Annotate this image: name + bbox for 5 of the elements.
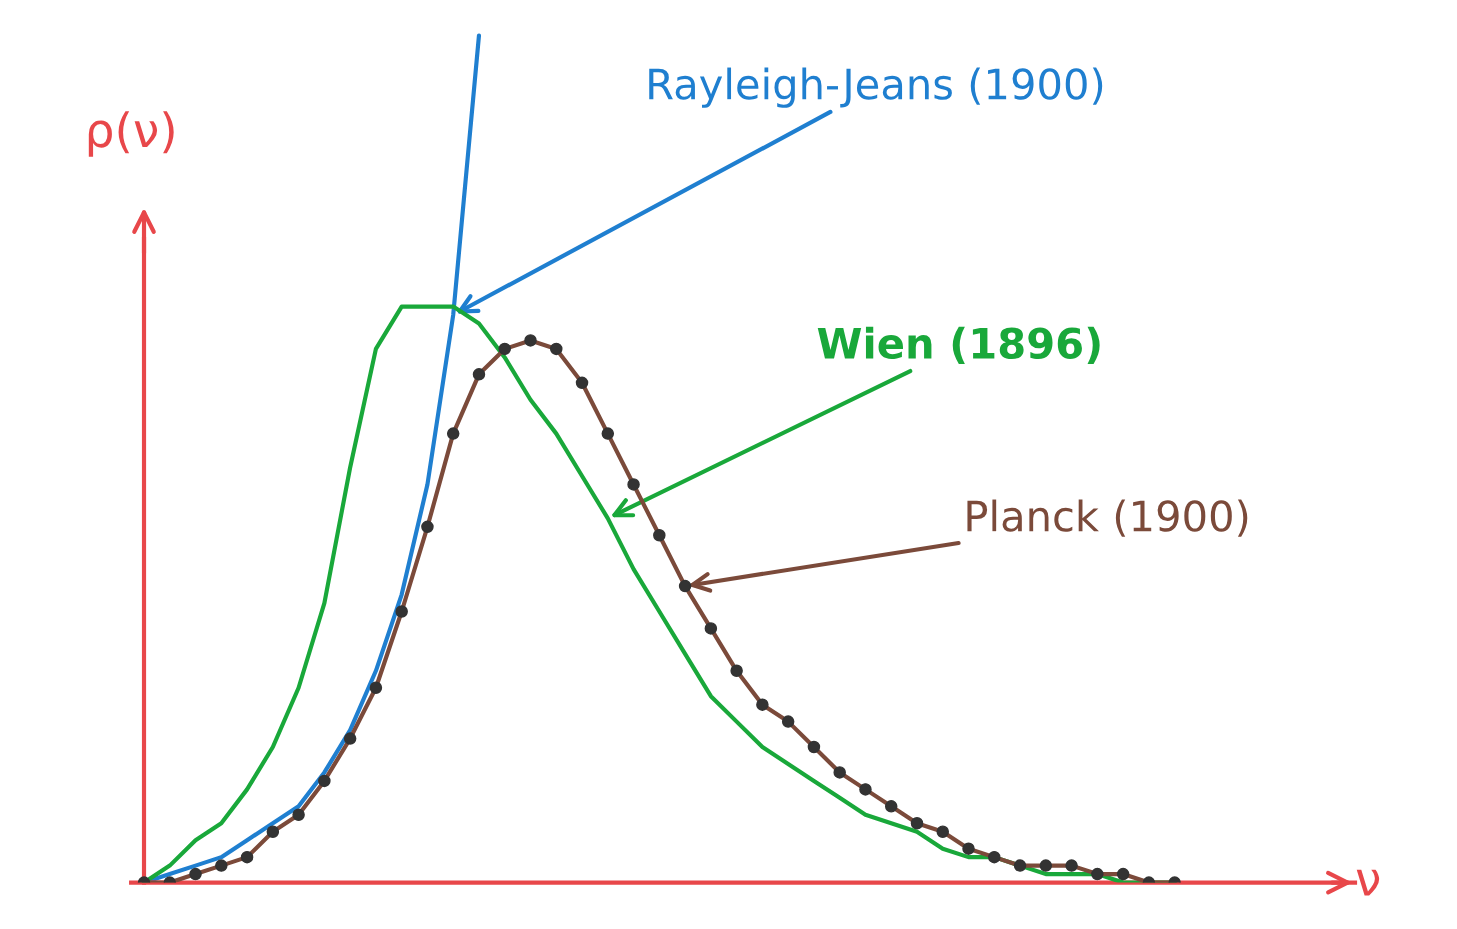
x-axis-title: ν	[1356, 869, 1380, 896]
text: Planck (1900)	[967, 499, 1248, 537]
text: Wien (1896)	[817, 326, 1100, 364]
y-axis-title: ρ(ν)	[88, 111, 174, 157]
text: Rayleigh-Jeans (1900)	[649, 67, 1103, 108]
